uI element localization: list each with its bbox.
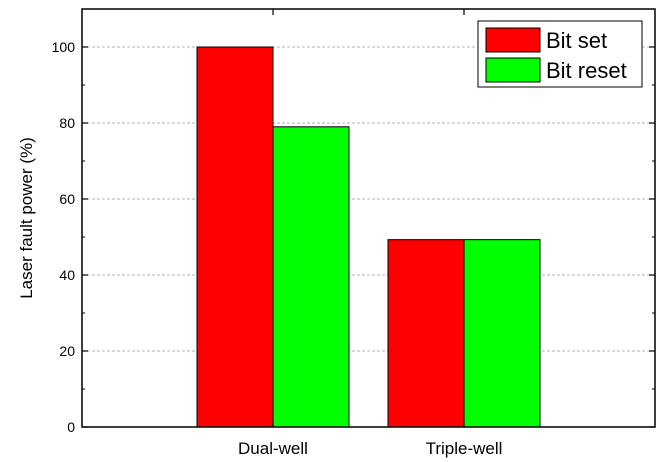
bar [272,126,350,428]
bar [463,239,541,428]
y-tick-label: 60 [59,191,75,207]
x-axis-ticks: Dual-well Triple-well [238,9,502,458]
legend-swatch [485,27,541,53]
legend-label: Bit reset [546,58,627,83]
y-tick-label: 20 [59,343,75,359]
bars [196,46,541,428]
legend-swatch [485,57,541,83]
legend-label: Bit set [546,28,607,53]
plot-frame [81,8,656,428]
bar [387,239,465,428]
gridlines [82,46,655,352]
y-tick-label: 80 [59,115,75,131]
y-axis-ticks: 0 20 40 60 80 100 [52,39,655,435]
x-tick-label: Triple-well [426,439,503,458]
x-tick-label: Dual-well [238,439,308,458]
legend: Bit set Bit reset [477,20,643,88]
y-tick-label: 40 [59,267,75,283]
y-tick-label: 0 [67,419,75,435]
y-tick-label: 100 [52,39,76,55]
bar [196,46,274,428]
y-axis-title: Laser fault power (%) [17,137,36,299]
